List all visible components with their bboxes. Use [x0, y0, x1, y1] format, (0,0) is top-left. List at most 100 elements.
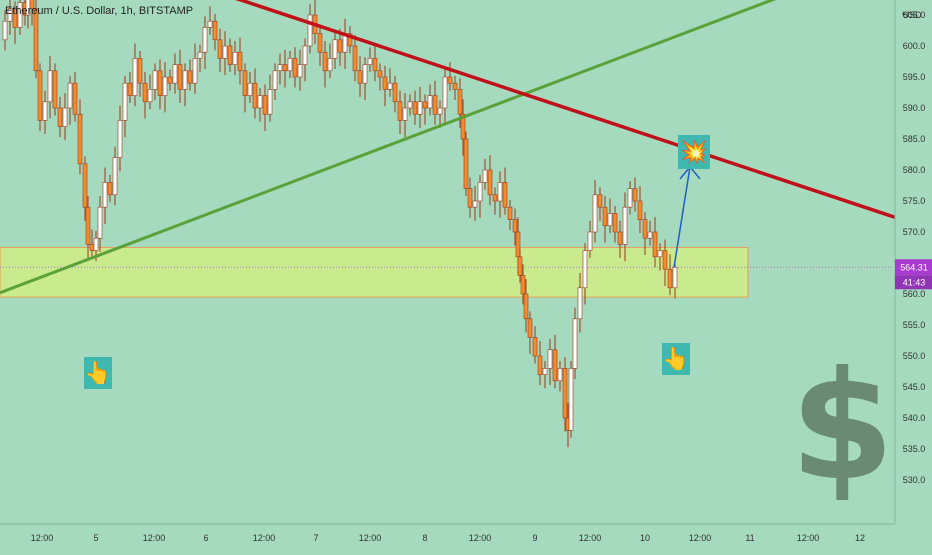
price-axis-unit: USD: [902, 10, 922, 20]
candle-body: [72, 82, 78, 115]
time-tick-label: 12:00: [31, 533, 54, 543]
price-tick-label: 600.0: [903, 41, 926, 51]
candle-body: [307, 14, 313, 47]
candle-body: [132, 58, 138, 96]
candle-body: [107, 182, 113, 196]
candle-body: [562, 368, 568, 419]
candle-body: [192, 58, 198, 84]
candle-body: [572, 318, 578, 369]
support-zone: [0, 247, 749, 298]
candle-body: [487, 169, 493, 196]
candle-body: [82, 163, 88, 208]
price-tick-label: 530.0: [903, 475, 926, 485]
candle-body: [552, 349, 558, 382]
candle-body: [177, 64, 183, 90]
candle-body: [587, 231, 593, 251]
candle-body: [127, 82, 133, 96]
candle-body: [460, 113, 466, 140]
candle-body: [332, 39, 338, 59]
candle-body: [122, 82, 128, 121]
time-tick-label: 11: [745, 533, 754, 543]
time-tick-label: 10: [640, 533, 650, 543]
candle-body: [37, 70, 43, 121]
candle-body: [447, 76, 453, 84]
candle-body: [262, 95, 268, 115]
candle-body: [647, 231, 653, 239]
candle-body: [597, 194, 603, 208]
time-tick-label: 12:00: [359, 533, 382, 543]
candle-body: [287, 58, 293, 72]
candle-body: [277, 64, 283, 72]
candle-body: [532, 337, 538, 357]
explosion-icon: 💥: [678, 135, 710, 169]
candle-body: [322, 51, 328, 72]
candle-body: [242, 70, 248, 96]
candle-body: [102, 182, 108, 208]
candle-body: [247, 82, 253, 96]
candle-body: [292, 58, 298, 78]
chart-title: Ethereum / U.S. Dollar, 1h, BITSTAMP: [5, 5, 194, 17]
candle-body: [297, 64, 303, 78]
candle-body: [407, 101, 413, 109]
candle-body: [167, 76, 173, 84]
candle-body: [112, 157, 118, 196]
candle-body: [267, 89, 273, 115]
time-tick-label: 9: [532, 533, 537, 543]
candle-body: [352, 45, 358, 72]
candle-body: [237, 51, 243, 72]
candle-body: [577, 287, 583, 320]
price-tick-label: 560.0: [903, 289, 926, 299]
candle-body: [362, 64, 368, 84]
candle-body: [67, 82, 73, 109]
candle-body: [232, 51, 238, 65]
candle-body: [392, 82, 398, 103]
projection-arrow: [673, 166, 691, 268]
candle-body: [502, 182, 508, 208]
uptrend-line: [0, 0, 777, 295]
candle-body: [372, 58, 378, 72]
candle-body: [137, 58, 143, 84]
candle-body: [42, 101, 48, 121]
candle-body: [437, 107, 443, 115]
candle-body: [227, 45, 233, 65]
time-tick-label: 12:00: [797, 533, 820, 543]
price-tick-label: 580.0: [903, 165, 926, 175]
candle-body: [432, 95, 438, 115]
candle-body: [672, 267, 678, 289]
candle-body: [592, 194, 598, 233]
candle-body: [507, 206, 513, 220]
candle-body: [412, 101, 418, 115]
price-tick-label: 550.0: [903, 351, 926, 361]
candle-body: [417, 101, 423, 115]
time-tick-label: 12: [855, 533, 865, 543]
price-tick-label: 575.0: [903, 196, 926, 206]
candle-body: [467, 188, 473, 208]
candle-body: [367, 58, 373, 65]
candle-body: [632, 188, 638, 202]
candle-body: [327, 58, 333, 72]
countdown-label: 41:43: [903, 277, 926, 287]
candle-body: [12, 8, 18, 28]
countdown-badge: [895, 275, 932, 290]
candle-body: [93, 237, 99, 251]
candle-body: [382, 76, 388, 90]
candle-body: [397, 101, 403, 121]
candle-body: [187, 70, 193, 84]
candle-body: [542, 368, 548, 375]
candle-body: [642, 219, 648, 239]
candle-body: [272, 70, 278, 90]
candle-body: [402, 107, 408, 121]
time-tick-label: 6: [203, 533, 208, 543]
candle-body: [257, 95, 263, 109]
candle-body: [568, 368, 574, 431]
candle-body: [627, 188, 633, 208]
time-tick-label: 12:00: [689, 533, 712, 543]
candle-body: [622, 206, 628, 245]
current-price-label: 564.31: [900, 262, 928, 272]
candle-body: [547, 349, 553, 369]
candle-body: [377, 70, 383, 78]
time-tick-label: 12:00: [143, 533, 166, 543]
candle-body: [602, 206, 608, 227]
